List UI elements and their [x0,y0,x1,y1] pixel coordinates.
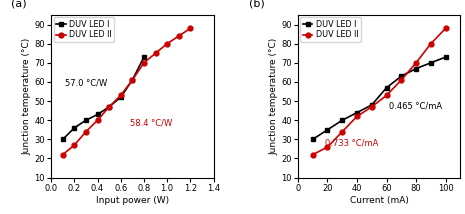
Text: 0.465 °C/mA: 0.465 °C/mA [390,102,443,111]
DUV LED II [95,119,100,122]
Text: (a): (a) [11,0,26,9]
Text: (b): (b) [249,0,265,9]
Line: DUV LED II: DUV LED II [310,26,448,157]
Legend: DUV LED I, DUV LED II: DUV LED I, DUV LED II [53,17,114,42]
DUV LED II [118,94,124,97]
DUV LED I [428,62,434,64]
DUV LED II [310,153,316,156]
Text: 58.4 °C/W: 58.4 °C/W [130,119,172,128]
DUV LED I [72,127,77,129]
Y-axis label: Junction temperature (°C): Junction temperature (°C) [22,38,32,155]
DUV LED II [354,115,360,118]
X-axis label: Current (mA): Current (mA) [350,196,409,205]
DUV LED I [60,138,66,141]
DUV LED II [413,62,419,64]
DUV LED II [187,27,193,30]
DUV LED I [325,128,330,131]
DUV LED II [83,130,89,133]
Line: DUV LED I: DUV LED I [310,55,448,142]
DUV LED II [369,106,375,108]
Text: 57.0 °C/W: 57.0 °C/W [65,79,107,88]
DUV LED II [176,35,181,37]
DUV LED I [106,106,112,108]
DUV LED II [60,153,66,156]
DUV LED I [130,79,135,81]
DUV LED II [106,106,112,108]
DUV LED II [141,62,147,64]
DUV LED I [369,104,375,106]
DUV LED I [141,56,147,58]
Legend: DUV LED I, DUV LED II: DUV LED I, DUV LED II [300,17,361,42]
DUV LED I [399,75,404,77]
DUV LED I [339,119,345,122]
DUV LED I [118,96,124,98]
DUV LED I [83,119,89,122]
DUV LED I [354,111,360,114]
DUV LED II [72,144,77,146]
DUV LED I [384,86,389,89]
DUV LED I [310,138,316,141]
Line: DUV LED II: DUV LED II [60,26,193,157]
DUV LED II [164,42,170,45]
DUV LED II [428,42,434,45]
Line: DUV LED I: DUV LED I [60,55,146,142]
DUV LED I [413,67,419,70]
DUV LED II [153,52,158,55]
X-axis label: Input power (W): Input power (W) [96,196,169,205]
DUV LED II [325,146,330,148]
DUV LED II [130,79,135,81]
DUV LED II [384,94,389,97]
DUV LED II [399,79,404,81]
DUV LED II [339,130,345,133]
DUV LED I [95,113,100,116]
DUV LED II [443,27,448,30]
Y-axis label: Junction temperature (°C): Junction temperature (°C) [269,38,279,155]
DUV LED I [443,56,448,58]
Text: 0.733 °C/mA: 0.733 °C/mA [325,138,378,147]
